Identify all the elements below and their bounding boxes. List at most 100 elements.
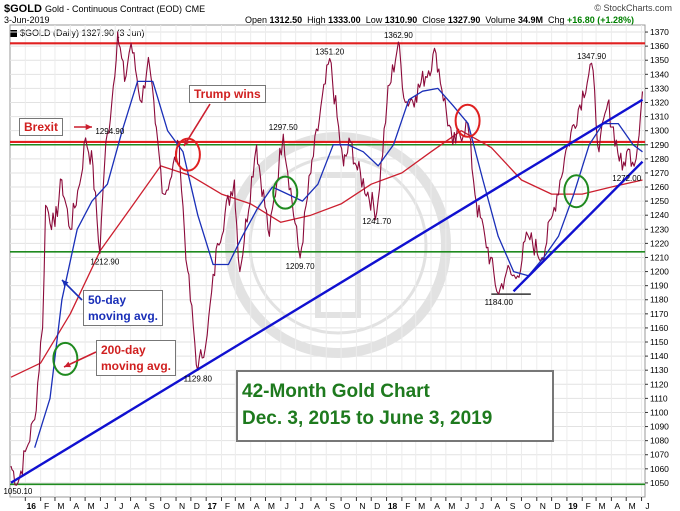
y-tick-label: 1280: [650, 154, 669, 164]
trendlines: [10, 98, 644, 484]
y-tick-label: 1340: [650, 69, 669, 79]
y-tick-label: 1090: [650, 422, 669, 432]
x-tick-label: A: [494, 501, 500, 511]
brexit-annotation: Brexit: [19, 118, 64, 136]
price-labels: 1294.90 1212.90 1050.10 1129.80 1297.50 1209.…: [3, 31, 641, 496]
x-tick-label: M: [238, 501, 245, 511]
x-tick-label: J: [480, 501, 484, 511]
y-tick-label: 1080: [650, 436, 669, 446]
y-tick-label: 1160: [650, 323, 669, 333]
ma50-arrow-head: [62, 280, 69, 287]
close-value: 1327.90: [447, 15, 481, 25]
price-layer: [10, 31, 644, 486]
y-tick-label: 1300: [650, 126, 669, 136]
x-tick-label: O: [163, 501, 170, 511]
brand-label: © StockCharts.com: [594, 3, 672, 13]
trump-arrow-shaft: [183, 103, 211, 147]
chart-symbol: $GOLD Gold - Continuous Contract (EOD) C…: [4, 3, 206, 15]
x-tick-label: A: [434, 501, 440, 511]
x-tick-label: D: [374, 501, 380, 511]
y-tick-label: 1200: [650, 267, 669, 277]
gold-price-line: [10, 31, 644, 486]
chart-title-box: 42-Month Gold Chart Dec. 3, 2015 to June…: [236, 370, 554, 442]
x-tick-label: A: [254, 501, 260, 511]
y-tick-label: 1310: [650, 112, 669, 122]
watermark-mark: [315, 172, 361, 318]
y-tick-label: 1320: [650, 97, 669, 107]
x-tick-label: M: [88, 501, 95, 511]
x-tick-label: J: [119, 501, 123, 511]
x-tick-label: N: [540, 501, 546, 511]
price-label: 1297.50: [269, 123, 298, 132]
x-tick-label: J: [645, 501, 649, 511]
x-tick-label: M: [57, 501, 64, 511]
ma200-arrow-head: [64, 361, 71, 368]
resistance-circle: [454, 103, 481, 138]
trendline: [512, 160, 644, 293]
low-value: 1310.90: [384, 15, 418, 25]
price-label: 1050.10: [3, 487, 32, 496]
x-tick-label: F: [405, 501, 410, 511]
x-tick-label: F: [586, 501, 591, 511]
ma50-annotation: 50-day moving avg.: [83, 290, 164, 326]
plot-frame: [9, 24, 646, 498]
ma50-line2: moving avg.: [88, 309, 159, 323]
x-tick-label: J: [104, 501, 108, 511]
y-tick-label: 1120: [650, 379, 669, 389]
y-tick-label: 1360: [650, 41, 669, 51]
x-tick-label: 17: [207, 501, 217, 511]
x-tick-label: 18: [388, 501, 398, 511]
stockcharts-watermark: [225, 132, 451, 358]
y-tick-label: 1370: [650, 27, 669, 37]
annotation-arrows: [61, 103, 211, 368]
support-circle: [272, 175, 299, 210]
y-tick-label: 1150: [650, 337, 669, 347]
ohlc-readout: Open 1312.50 High 1333.00 Low 1310.90 Cl…: [245, 15, 635, 25]
y-tick-label: 1070: [650, 450, 669, 460]
y-tick-label: 1250: [650, 196, 669, 206]
chart-description: Gold - Continuous Contract (EOD): [44, 4, 183, 14]
x-tick-label: S: [149, 501, 155, 511]
chart-axes: 16 F M A M J J A S O N D 17 F M A M J J A S O N D 18 F M A M J J A S O N D 1…: [24, 27, 669, 511]
price-label: 1294.90: [95, 127, 124, 136]
price-label: 1129.80: [184, 374, 213, 383]
ma200-layer: [10, 130, 643, 378]
support-circle: [563, 174, 590, 209]
y-tick-label: 1230: [650, 224, 669, 234]
y-tick-label: 1060: [650, 464, 669, 474]
x-tick-label: D: [194, 501, 200, 511]
x-tick-label: N: [359, 501, 365, 511]
y-tick-label: 1130: [650, 365, 669, 375]
y-tick-label: 1100: [650, 407, 669, 417]
y-tick-label: 1350: [650, 55, 669, 65]
legend-swatch: [10, 30, 17, 38]
x-tick-label: 16: [27, 501, 37, 511]
ma200-line1: 200-day: [101, 343, 146, 357]
brexit-arrow-head: [85, 123, 92, 131]
high-value: 1333.00: [328, 15, 361, 25]
watermark-inner-ring: [248, 155, 428, 335]
ma200-annotation: 200-day moving avg.: [96, 340, 177, 376]
price-label: 1209.70: [286, 262, 315, 271]
y-tick-label: 1210: [650, 252, 669, 262]
y-tick-label: 1270: [650, 168, 669, 178]
x-tick-label: A: [615, 501, 621, 511]
legend-text: $GOLD (Daily) 1327.90 (3 Jun): [20, 28, 145, 38]
price-label: 1362.90: [384, 31, 413, 40]
ma200-line2: moving avg.: [101, 359, 172, 373]
price-label: 1347.90: [577, 52, 606, 61]
x-tick-label: J: [285, 501, 289, 511]
x-tick-label: A: [314, 501, 320, 511]
chart-date: 3-Jun-2019: [4, 15, 50, 25]
horizontal-levels: [10, 42, 645, 486]
price-label: 1351.20: [315, 48, 344, 57]
ma50-layer: [34, 80, 643, 448]
x-tick-label: F: [44, 501, 49, 511]
ma50-line1: 50-day: [88, 293, 127, 307]
trump-arrow-head: [184, 139, 190, 146]
trump-wins-annotation: Trump wins: [189, 85, 266, 103]
x-tick-label: M: [448, 501, 455, 511]
support-circle: [52, 341, 79, 376]
x-tick-label: M: [629, 501, 636, 511]
y-tick-label: 1330: [650, 83, 669, 93]
